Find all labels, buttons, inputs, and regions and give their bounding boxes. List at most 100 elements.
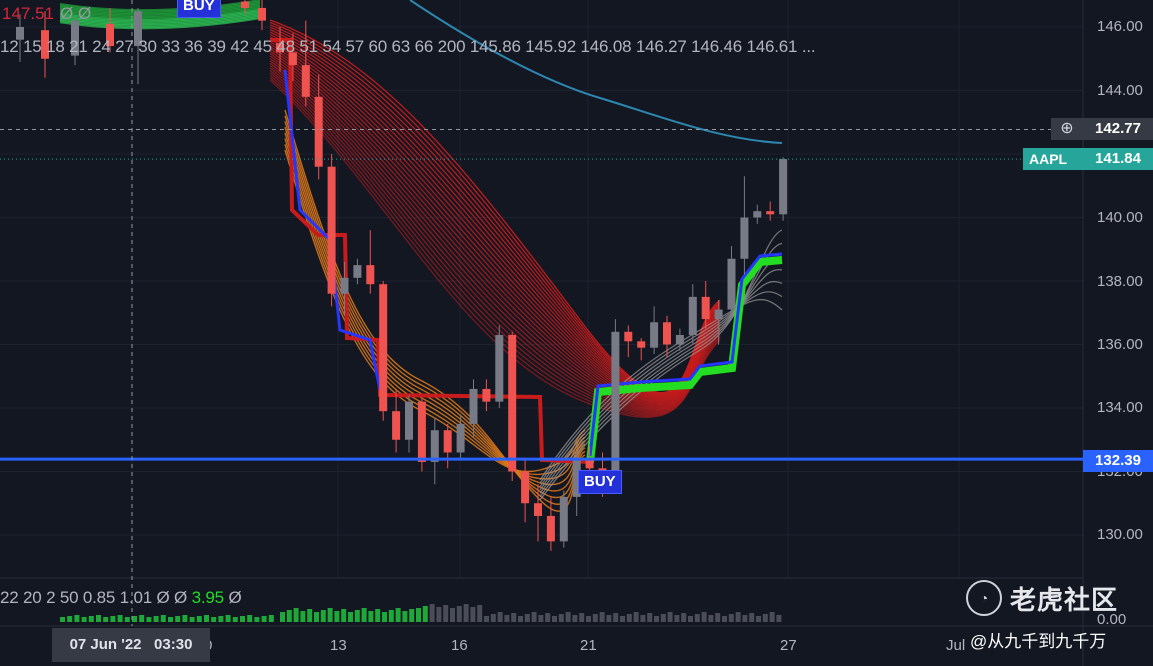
time-axis-label: 27 (780, 637, 797, 654)
volume-bar (552, 616, 557, 622)
plus-circle-icon: ⊕ (1060, 120, 1074, 137)
price-axis-label: 134.00 (1097, 399, 1143, 416)
volume-bar (168, 617, 173, 622)
candle-body (106, 23, 114, 47)
volume-bar (558, 614, 564, 622)
volume-bar (320, 610, 326, 622)
ribbon-line (59, 8, 261, 21)
volume-legend-values: 22 20 2 50 0.85 1.01 Ø Ø (0, 588, 188, 607)
candle-body (611, 331, 620, 478)
top-left-dim-values: Ø Ø (60, 4, 92, 23)
candle (650, 306, 659, 355)
candle (572, 452, 581, 516)
volume-bar (572, 615, 578, 622)
candle (740, 176, 749, 275)
candle-body (637, 341, 646, 348)
volume-bar (67, 616, 73, 622)
volume-bar (225, 615, 231, 622)
volume-bar (504, 615, 510, 622)
volume-bar (647, 613, 653, 622)
candle (624, 325, 633, 358)
volume-bar (681, 613, 687, 622)
ribbon-line (284, 109, 586, 512)
candle-body (301, 65, 310, 97)
volume-bar (545, 613, 551, 622)
volume-bar (293, 608, 299, 622)
volume-bar (334, 611, 340, 622)
volume-bar (204, 615, 209, 622)
volume-bar (422, 606, 428, 622)
candle (495, 325, 504, 408)
volume-legend[interactable]: 22 20 2 50 0.85 1.01 Ø Ø 3.95 Ø (0, 588, 242, 608)
volume-bar (524, 614, 530, 622)
candle-body (71, 20, 79, 56)
ribbon-line (539, 269, 783, 491)
volume-bar (132, 616, 137, 622)
candle (675, 328, 684, 351)
watermark: ◔ 老虎社区 (966, 580, 1118, 616)
volume-bar (579, 613, 585, 622)
candle (340, 261, 349, 316)
crosshair-date: 07 Jun '22 (69, 636, 142, 653)
candle-body (482, 388, 491, 402)
volume-bar (81, 617, 87, 622)
price-axis-label: 130.00 (1097, 526, 1143, 543)
candle-body (276, 42, 284, 53)
volume-bar (613, 613, 619, 622)
candle-body (41, 30, 49, 59)
time-axis-label: 16 (451, 637, 468, 654)
volume-bar (538, 615, 544, 622)
volume-bar (286, 610, 292, 622)
candle (258, 0, 266, 31)
volume-bar (756, 616, 761, 622)
volume-bar (701, 612, 707, 622)
candle-body (740, 217, 749, 259)
price-axis-label: 140.00 (1097, 209, 1143, 226)
volume-bar (348, 612, 353, 622)
candle (559, 490, 568, 548)
volume-bar (776, 615, 782, 622)
candle (392, 388, 401, 453)
volume-bar (531, 612, 537, 622)
ribbon-line (59, 1, 261, 14)
volume-bar (728, 614, 734, 622)
volume-bar (103, 617, 109, 622)
candle-body (546, 515, 555, 542)
top-left-price-legend: 147.51 Ø Ø (2, 4, 91, 24)
candle-body (443, 430, 452, 453)
candle-body (688, 296, 697, 335)
candle (546, 496, 555, 551)
volume-bar (368, 611, 374, 622)
volume-axis-label: 0.00 (1097, 611, 1127, 628)
candle (71, 17, 79, 66)
crosshair-price-tag: 142.77 (1083, 118, 1153, 140)
add-alert-button[interactable]: ⊕ (1051, 118, 1083, 140)
volume-bar (300, 611, 306, 622)
ribbon-legend[interactable]: 12 15 18 21 24 27 30 33 36 39 42 45 48 5… (0, 37, 816, 57)
candle (714, 300, 723, 345)
candle-body (624, 331, 633, 342)
candle (430, 417, 439, 485)
candle-body (469, 388, 478, 424)
volume-bar (762, 614, 768, 622)
ribbon-line (59, 3, 261, 16)
volume-bars (60, 604, 782, 622)
candle (405, 395, 413, 453)
volume-bar (96, 615, 101, 622)
volume-bar (175, 616, 181, 622)
candle-body (572, 458, 581, 497)
volume-bar (620, 616, 625, 622)
ribbon-line (539, 299, 783, 481)
candle (379, 281, 388, 421)
volume-bar (626, 614, 632, 622)
volume-bar (694, 614, 700, 622)
candle (327, 154, 336, 307)
ribbon-line (59, 6, 261, 19)
volume-bar (196, 616, 202, 622)
volume-bar (382, 612, 387, 622)
candle (314, 74, 323, 180)
candle-body (675, 334, 684, 345)
volume-bar (490, 614, 496, 622)
